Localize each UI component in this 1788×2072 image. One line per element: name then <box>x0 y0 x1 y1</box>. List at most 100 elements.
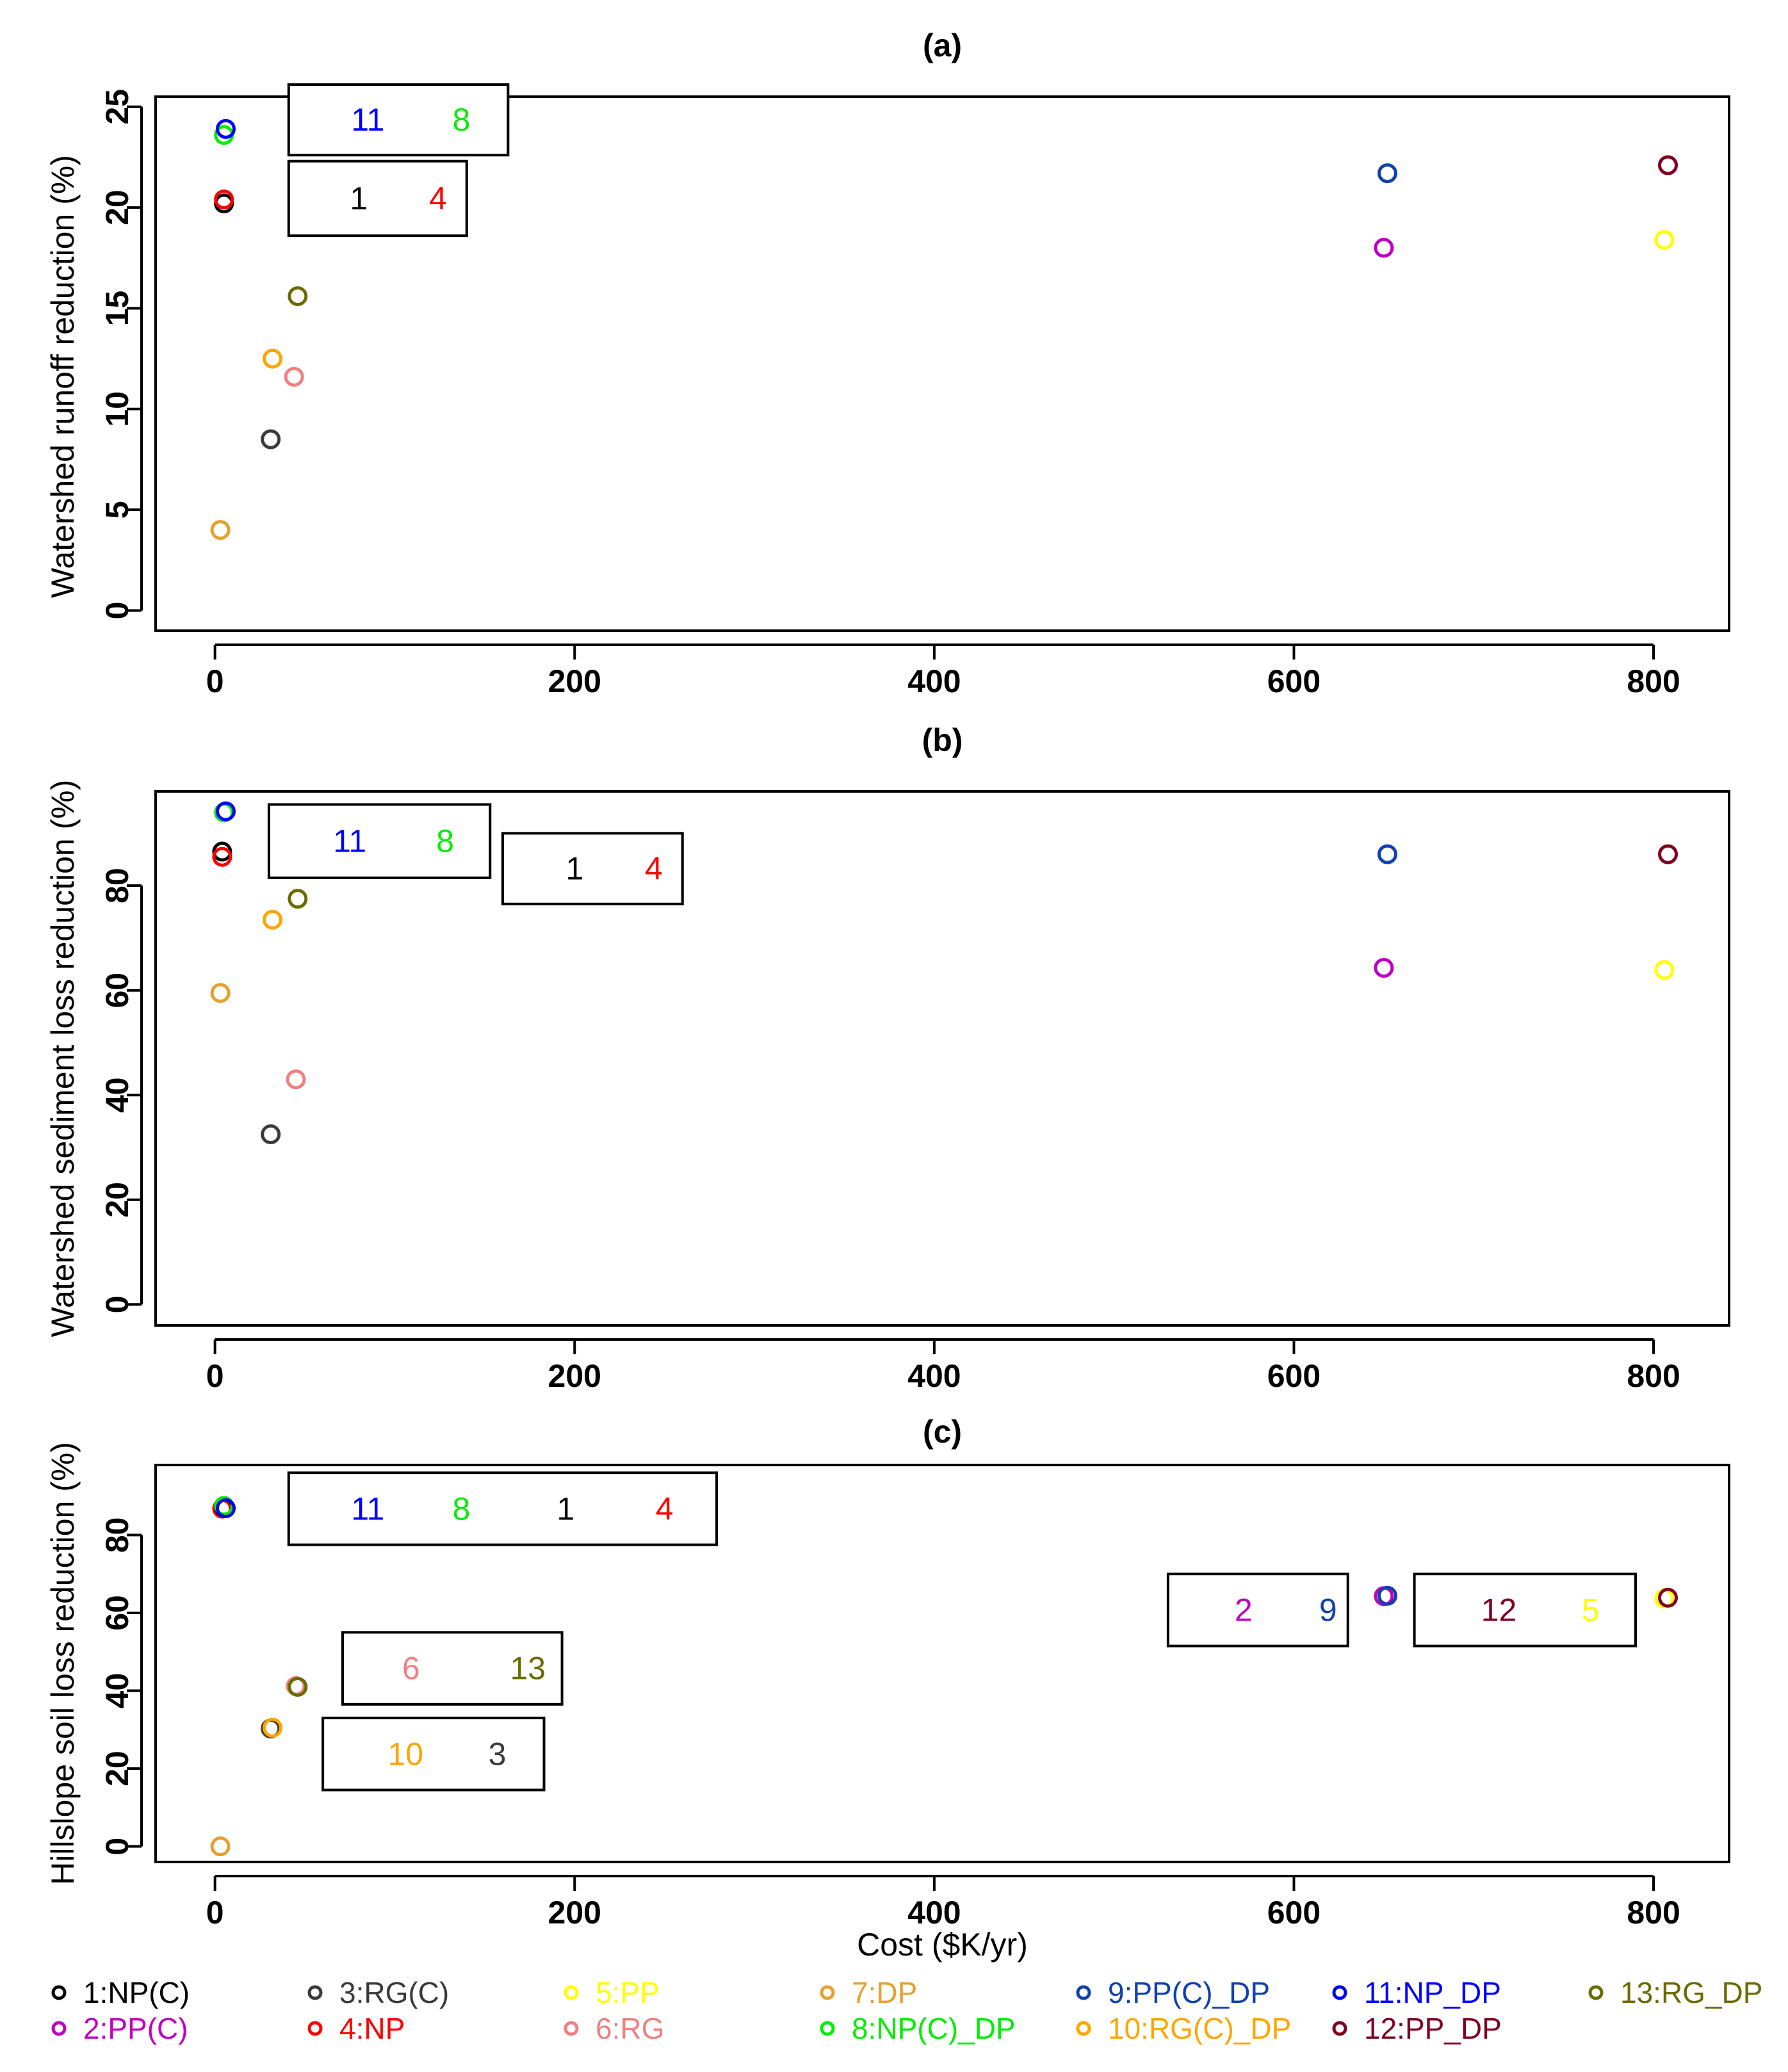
x-tick-label: 400 <box>907 663 961 699</box>
panel-a: (a) 0 200 400 600 800 0 5 10 15 20 25 Watershed runo… <box>45 28 1730 699</box>
x-tick-label: 200 <box>548 663 601 699</box>
y-axis: 0 20 40 60 80 <box>99 868 143 1313</box>
annotation-frame <box>341 1631 564 1706</box>
data-point <box>288 889 308 909</box>
legend-marker <box>307 1985 323 2000</box>
legend-label: 5:PP <box>596 1976 660 2009</box>
data-point <box>210 983 231 1003</box>
data-point <box>1377 1585 1397 1606</box>
legend: 1:NP(C)2:PP(C) 3:RG(C)4:NP 5:PP6:RG 7:DP8:N… <box>51 1976 1762 2045</box>
legend-label: 1:NP(C) <box>83 1976 190 2009</box>
legend-item: 1:NP(C) <box>51 1976 190 2009</box>
legend-item: 7:DP <box>820 1976 917 2009</box>
legend-marker <box>820 2021 835 2036</box>
annotation-label: 9 <box>1319 1592 1337 1628</box>
plot-frame <box>154 1464 1730 1863</box>
legend-marker <box>51 2021 67 2036</box>
annotation-label: 4 <box>429 181 447 216</box>
legend-marker <box>1332 2021 1347 2036</box>
legend-item: 13:RG_DP <box>1588 1976 1762 2009</box>
legend-label: 13:RG_DP <box>1620 1976 1762 2009</box>
y-axis-label: Watershed runoff reduction (%) <box>45 155 81 598</box>
legend-item: 3:RG(C) <box>307 1976 449 2009</box>
annotation-box: 11 8 <box>267 803 492 879</box>
annotation-frame <box>501 832 684 905</box>
y-tick-label: 10 <box>99 391 135 427</box>
x-tick-label: 400 <box>907 1895 961 1930</box>
annotation-label: 1 <box>350 181 368 216</box>
plot-frame <box>154 790 1730 1327</box>
data-point <box>210 1836 231 1857</box>
panel-title: (b) <box>922 722 963 758</box>
y-tick-label: 20 <box>99 190 135 225</box>
data-point <box>1658 1587 1678 1608</box>
panel-title: (c) <box>923 1414 962 1450</box>
data-point <box>212 846 232 867</box>
y-tick-label: 60 <box>99 973 135 1008</box>
legend-marker <box>564 2021 579 2036</box>
annotation-label: 4 <box>656 1491 674 1526</box>
panel-title: (a) <box>923 28 962 63</box>
legend-item: 8:NP(C)_DP <box>820 2012 1016 2045</box>
x-tick-label: 600 <box>1267 1895 1321 1930</box>
annotation-label: 5 <box>1582 1592 1600 1628</box>
y-axis: 0 5 10 15 20 25 <box>99 89 143 619</box>
legend-marker <box>564 1985 579 2000</box>
annotation-label: 6 <box>402 1651 420 1687</box>
y-tick-label: 20 <box>99 1751 135 1786</box>
y-tick-label: 25 <box>99 89 135 125</box>
annotation-label: 3 <box>489 1736 507 1772</box>
data-point <box>216 801 236 822</box>
x-tick-label: 0 <box>206 1895 224 1930</box>
x-tick-label: 200 <box>548 1895 601 1930</box>
legend-label: 2:PP(C) <box>83 2012 188 2045</box>
legend-marker <box>51 1985 67 2000</box>
annotation-label: 11 <box>351 102 384 138</box>
data-point <box>210 520 231 540</box>
legend-item: 11:NP_DP <box>1332 1976 1501 2009</box>
data-point <box>261 1124 281 1145</box>
x-tick-label: 200 <box>548 1358 601 1394</box>
annotation-label: 8 <box>452 1491 470 1526</box>
y-tick-label: 20 <box>99 1182 135 1218</box>
legend-item: 2:PP(C) <box>51 2012 188 2045</box>
legend-item: 12:PP_DP <box>1332 2012 1502 2045</box>
y-tick-label: 40 <box>99 1673 135 1709</box>
data-point <box>216 118 236 139</box>
data-point <box>288 286 308 307</box>
annotation-label: 4 <box>645 851 663 887</box>
legend-item: 6:RG <box>564 2012 664 2045</box>
y-axis-label: Watershed sediment loss reduction (%) <box>45 780 81 1338</box>
annotation-frame <box>321 1717 546 1792</box>
data-point <box>1658 155 1678 175</box>
annotation-label: 1 <box>557 1491 574 1526</box>
legend-label: 7:DP <box>852 1976 917 2009</box>
data-point <box>1377 163 1397 184</box>
x-axis: 0 200 400 600 800 <box>206 1875 1680 1930</box>
annotation-label: 8 <box>452 102 470 138</box>
y-tick-label: 5 <box>99 501 135 519</box>
x-tick-label: 600 <box>1267 1358 1321 1394</box>
annotation-label: 11 <box>333 823 366 859</box>
data-points <box>210 801 1678 1145</box>
legend-item: 10:RG(C)_DP <box>1076 2012 1291 2045</box>
y-tick-label: 80 <box>99 1518 135 1553</box>
annotation-frame <box>287 1471 719 1546</box>
x-tick-label: 800 <box>1627 1358 1680 1394</box>
annotation-label: 13 <box>510 1651 546 1687</box>
legend-marker <box>1076 1985 1091 2000</box>
data-point <box>1377 844 1397 864</box>
data-point <box>1654 960 1675 980</box>
y-axis: 0 20 40 60 80 <box>99 1518 143 1856</box>
annotation-label: 10 <box>387 1736 423 1772</box>
data-point <box>1374 238 1394 258</box>
annotation-frame <box>267 803 492 879</box>
panel-b: (b) 0 200 400 600 800 0 20 40 60 80 Watershed sedim… <box>45 722 1730 1394</box>
annotation-label: 8 <box>436 823 454 859</box>
data-point <box>1654 229 1675 250</box>
legend-marker <box>307 2021 323 2036</box>
x-axis-label: Cost ($K/yr) <box>857 1927 1028 1963</box>
